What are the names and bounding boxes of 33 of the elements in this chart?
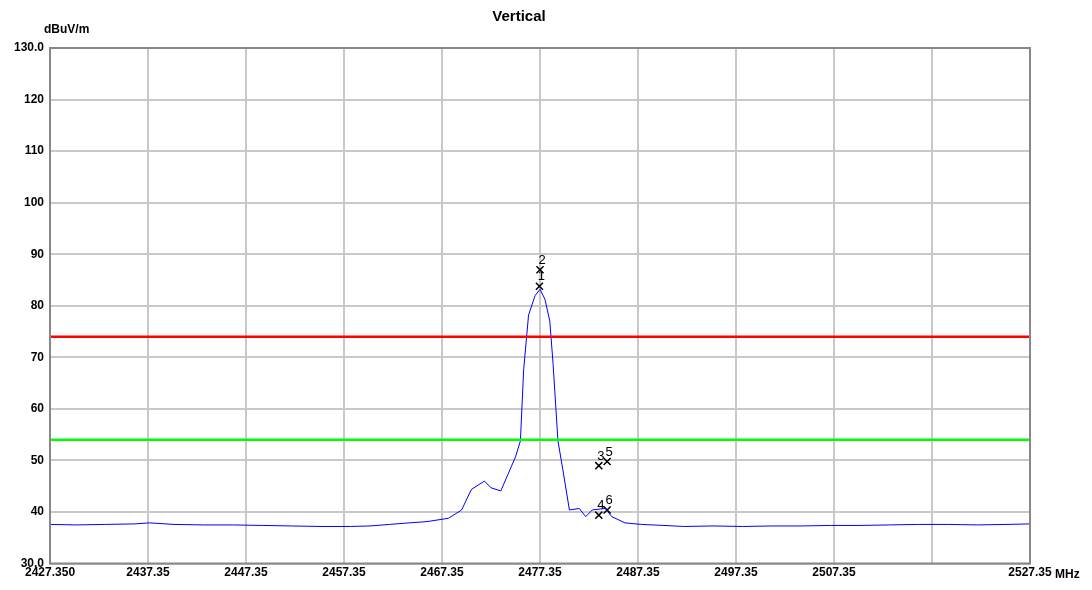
x-tick-label: 2527.35 (1008, 565, 1053, 580)
y-tick-label: 70 (30, 349, 45, 364)
x-tick-label: 2437.35 (126, 565, 171, 580)
annotation: 6 (605, 492, 613, 508)
annotation: 5 (605, 443, 613, 459)
x-tick-label: 2487.35 (616, 565, 661, 580)
point (594, 510, 604, 520)
point (594, 461, 604, 470)
y-tick-label: 100 (24, 194, 45, 209)
y-axis-title: dBuV/m (44, 22, 90, 37)
annotation: 4 (597, 497, 605, 513)
x-tick-label: 2457.35 (322, 565, 367, 580)
chart-title: Vertical (492, 7, 546, 25)
y-tick-label: 60 (30, 401, 45, 416)
y-tick-label: 110 (24, 143, 45, 158)
y-tick-label: 80 (30, 298, 45, 313)
annotation: 2 (538, 251, 546, 267)
x-axis-title: MHz (1055, 566, 1080, 581)
annotation: 1 (537, 268, 546, 284)
point (602, 505, 612, 515)
x-tick-label: 2477.35 (518, 565, 563, 580)
y-tick-label: 90 (30, 246, 45, 261)
x-tick-label: 2467.35 (420, 565, 465, 580)
y-tick-label: 120 (24, 91, 45, 106)
x-tick-label: 2497.35 (714, 565, 759, 580)
point (535, 281, 544, 291)
point (602, 457, 612, 466)
y-tick-label: 40 (30, 504, 45, 519)
x-tick-label: 2447.35 (224, 565, 269, 580)
x-tick-label: 2507.35 (812, 565, 857, 580)
y-tick-label: 50 (30, 452, 45, 467)
annotation: 3 (597, 447, 605, 463)
y-tick-label: 130.0 (14, 40, 45, 55)
